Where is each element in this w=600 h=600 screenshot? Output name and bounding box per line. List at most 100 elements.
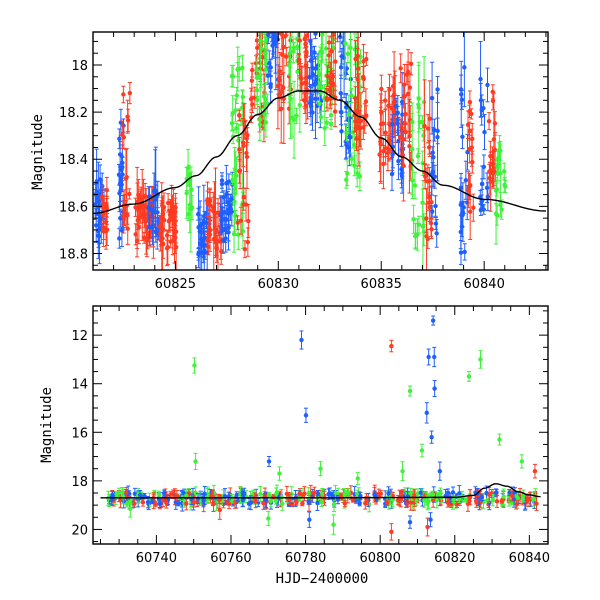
data-point-red [466,187,471,192]
data-point-red [356,66,361,71]
data-point-blue [117,136,122,142]
bottom-panel-marks [100,315,541,541]
data-point-red [312,490,317,495]
data-point-blue [445,490,451,495]
data-point-blue [462,249,467,255]
data-point-red [488,153,493,159]
data-point-blue [459,212,464,217]
data-point-green [120,490,125,495]
data-point-green [494,187,500,192]
data-point-red [250,102,255,107]
data-point-red [254,38,260,43]
data-point-red [160,203,165,208]
data-point-green [502,169,507,174]
data-point-green [236,138,241,143]
data-point-red [385,500,390,506]
data-point-red [401,94,406,99]
data-point-blue [224,217,229,222]
data-point-green [490,497,495,503]
data-point-blue [96,204,101,210]
data-point-green [495,157,500,163]
data-point-red [425,236,430,242]
data-point-red [226,501,232,507]
data-point-red [333,59,338,64]
data-point-red [300,501,305,506]
data-point-red [379,86,384,92]
data-point-red [490,167,496,173]
data-point-red [168,239,173,244]
data-point-red [407,144,412,149]
data-point-green [295,69,300,74]
data-point-green [503,184,508,189]
data-point-blue [153,229,159,234]
data-point-red [242,247,248,252]
data-point-red [104,187,110,193]
data-point-green [349,156,354,162]
data-point-green [229,73,235,79]
data-point-green [254,75,260,81]
data-point-red [390,84,396,89]
data-point-red [469,111,474,117]
data-point-red [245,239,251,245]
data-point-red [303,103,309,109]
data-point-green [259,16,263,20]
data-point-blue [386,491,391,496]
data-point-green [292,19,296,23]
data-point-blue [310,72,316,77]
data-point-red [261,500,266,506]
data-point-red [120,132,125,137]
data-point-green [289,17,293,21]
data-point-red [405,91,411,97]
data-point-green [230,177,235,182]
data-point-red [132,501,137,506]
data-point-red [121,214,126,220]
data-point-green [262,111,267,117]
data-point-red [445,500,450,505]
top-panel-frame: 60825 60830 60835 60840 18 18.2 18.4 18.6 18.8 [59,31,549,292]
data-point-green [411,216,416,222]
y-tick-label: 18.6 [59,200,88,215]
data-point-blue [338,90,343,96]
data-point-red [286,8,290,12]
data-point-green [420,119,425,125]
data-point-red [382,98,388,103]
data-point-red [133,205,138,210]
data-point-green [414,498,419,504]
data-point-blue [357,500,362,506]
data-point-blue [219,218,224,223]
data-point-blue [201,238,206,244]
data-point-red [219,249,224,254]
data-point-red [358,118,364,124]
data-point-green [291,48,296,54]
data-point-blue [153,196,159,201]
data-point-red [408,61,414,66]
data-point-red [122,207,127,213]
data-point-green [263,18,267,22]
data-point-red [284,54,289,59]
data-point-blue [161,490,167,496]
data-point-red [281,85,286,90]
data-point-red [165,245,171,250]
data-point-red [492,121,498,126]
data-point-blue [480,203,485,208]
data-point-red [361,76,366,82]
data-point-green [262,23,266,27]
model-curve [93,90,546,215]
data-point-red [277,68,282,74]
data-point-red [397,135,403,140]
data-point-red [427,116,432,121]
data-point-blue [313,32,318,36]
data-point-red [361,59,366,64]
data-point-blue [132,491,138,497]
data-point-red [407,85,413,90]
data-point-blue [117,236,122,241]
data-point-blue [484,185,490,191]
data-point-green [255,97,260,103]
data-point-green [232,187,237,192]
data-point-red [164,500,169,506]
data-point-green [298,16,302,20]
data-point-red [333,18,337,22]
data-point-red [381,161,386,167]
data-point-green [520,496,526,502]
data-point-red [514,502,519,507]
